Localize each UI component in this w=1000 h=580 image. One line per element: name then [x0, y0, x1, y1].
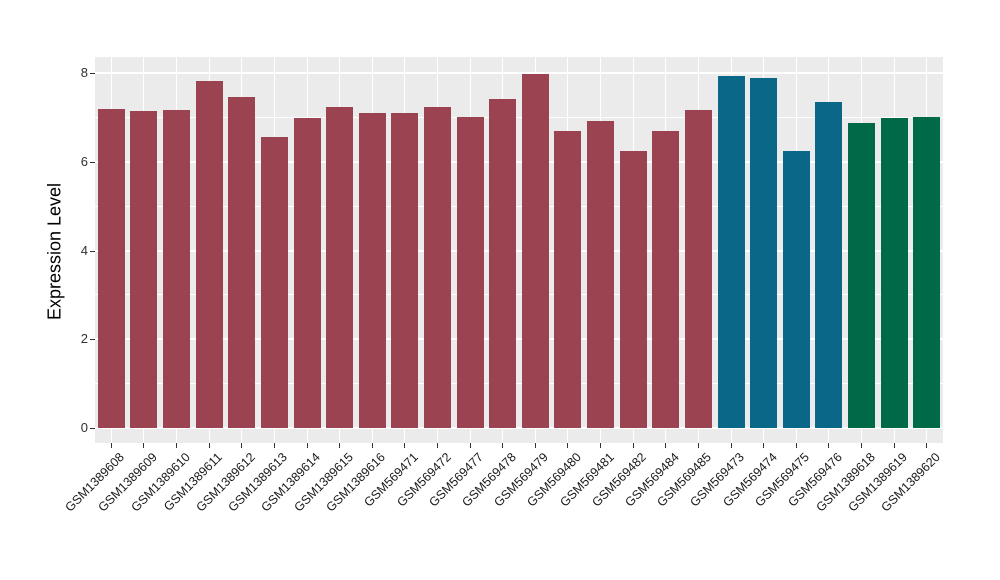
- x-axis-tick-mark: [469, 443, 471, 448]
- major-gridline: [95, 427, 943, 429]
- bar-GSM569471: [391, 112, 419, 428]
- bar-GSM1389608: [97, 108, 125, 428]
- minor-gridline: [95, 294, 943, 296]
- y-axis-tick-mark: [90, 250, 95, 252]
- x-axis-tick-mark: [763, 443, 765, 448]
- major-gridline: [95, 160, 943, 163]
- y-axis-tick-mark: [90, 73, 95, 74]
- x-axis-tick-mark: [534, 443, 536, 448]
- y-axis-tick-label: 8: [80, 65, 88, 80]
- x-axis-tick-mark: [828, 443, 830, 448]
- x-axis-tick-mark: [273, 443, 275, 448]
- x-axis-tick-mark: [795, 443, 797, 448]
- bar-GSM569477: [456, 116, 484, 428]
- major-gridline: [95, 249, 943, 252]
- bar-GSM569482: [619, 150, 647, 428]
- x-axis-tick-mark: [306, 443, 308, 448]
- bar-GSM569481: [587, 120, 614, 428]
- bar-GSM1389610: [163, 109, 190, 428]
- x-axis-tick-mark: [600, 443, 601, 448]
- bar-GSM1389609: [130, 111, 158, 428]
- major-gridline: [95, 72, 943, 74]
- y-axis-tick-label: 4: [80, 242, 88, 258]
- bar-GSM569485: [684, 110, 712, 428]
- bar-GSM1389616: [358, 112, 386, 428]
- bar-GSM1389620: [913, 116, 941, 428]
- bar-GSM1389611: [195, 80, 223, 428]
- plot-panel: [95, 57, 943, 443]
- x-axis-tick-mark: [110, 443, 112, 448]
- x-axis-tick-mark: [730, 443, 732, 448]
- bar-GSM1389618: [848, 123, 875, 428]
- y-axis-tick-mark: [90, 428, 95, 429]
- y-axis-tick-mark: [90, 339, 95, 341]
- x-axis-tick-mark: [208, 443, 210, 448]
- minor-gridline: [95, 383, 943, 385]
- bar-GSM569480: [554, 130, 582, 428]
- x-axis-tick-mark: [437, 443, 438, 448]
- bar-GSM569474: [750, 77, 778, 428]
- y-axis-tick-label: 0: [80, 420, 88, 435]
- x-axis-tick-mark: [404, 443, 406, 448]
- x-axis-tick-mark: [241, 443, 243, 448]
- x-axis-tick-mark: [665, 443, 667, 448]
- minor-gridline: [95, 205, 943, 207]
- x-axis-tick-mark: [176, 443, 177, 448]
- x-axis-tick-mark: [697, 443, 699, 448]
- x-axis-tick-mark: [861, 443, 862, 448]
- y-axis-tick-label: 2: [80, 331, 88, 347]
- x-axis-tick-mark: [339, 443, 341, 448]
- bar-GSM1389619: [880, 118, 908, 428]
- bar-GSM569478: [489, 99, 517, 428]
- x-axis-tick-mark: [567, 443, 569, 448]
- bar-GSM569484: [652, 130, 680, 428]
- x-axis-tick-mark: [893, 443, 895, 448]
- bar-GSM1389612: [228, 97, 256, 428]
- x-axis-tick-mark: [143, 443, 145, 448]
- x-axis-tick-mark: [371, 443, 373, 448]
- bar-GSM569479: [521, 74, 549, 428]
- bar-GSM569475: [782, 150, 810, 428]
- bar-GSM569476: [815, 102, 843, 428]
- bar-GSM1389614: [293, 118, 321, 428]
- bar-GSM1389613: [260, 136, 288, 428]
- x-axis-tick-mark: [632, 443, 634, 448]
- x-axis-tick-mark: [926, 443, 928, 448]
- y-axis-tick-mark: [90, 161, 95, 163]
- minor-gridline: [95, 116, 943, 118]
- bar-GSM1389615: [326, 107, 354, 428]
- y-axis-tick-label: 6: [80, 153, 88, 169]
- major-gridline: [95, 338, 943, 341]
- x-axis-tick-mark: [502, 443, 504, 448]
- bar-GSM569473: [717, 75, 745, 428]
- bar-GSM569472: [424, 107, 451, 428]
